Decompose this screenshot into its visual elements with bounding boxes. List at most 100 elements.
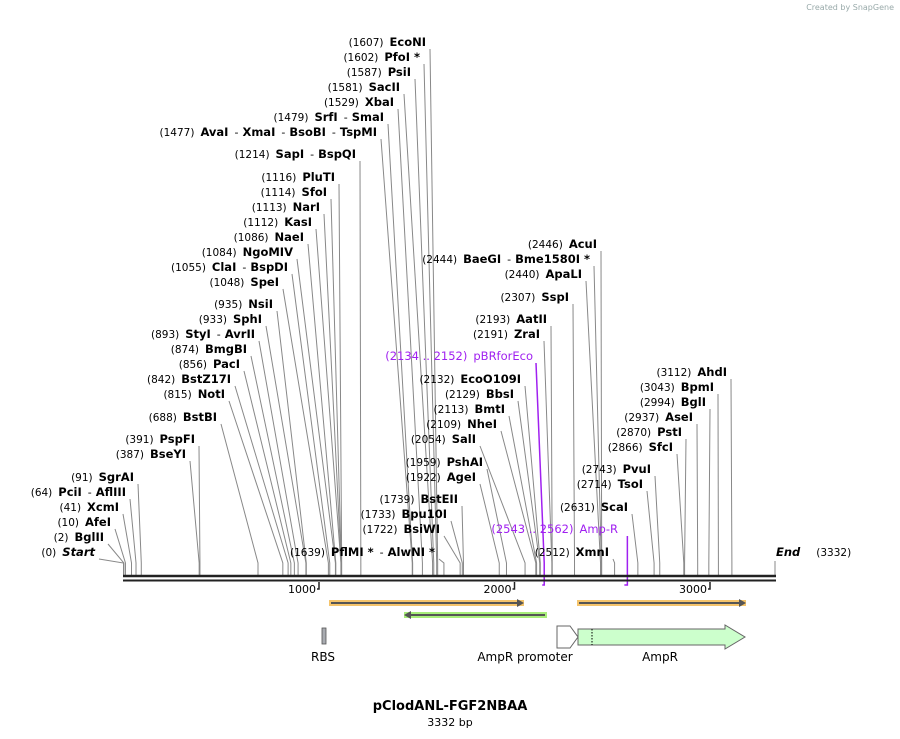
enzyme-name: NarI bbox=[292, 200, 320, 214]
enzyme-site-label[interactable]: (1477) AvaI - XmaI - BsoBI - TspMI bbox=[160, 124, 377, 140]
rbs-label[interactable]: RBS bbox=[311, 650, 335, 664]
enzyme-site-label[interactable]: (3112) AhdI bbox=[656, 364, 727, 380]
enzyme-site-line bbox=[250, 355, 295, 576]
enzyme-site-label[interactable]: (1479) SrfI - SmaI bbox=[274, 109, 384, 125]
enzyme-site-label[interactable]: (1607) EcoNI bbox=[349, 34, 426, 50]
primer-marker bbox=[535, 362, 545, 586]
enzyme-site-label[interactable]: (2132) EcoO109I bbox=[419, 371, 521, 387]
enzyme-name: PacI bbox=[213, 357, 240, 371]
enzyme-site-line bbox=[243, 370, 292, 576]
enzyme-site-label[interactable]: (2054) SalI bbox=[411, 431, 476, 447]
enzyme-site-label[interactable]: (856) PacI bbox=[179, 356, 240, 372]
site-position: (1733) bbox=[360, 509, 396, 521]
enzyme-site-label[interactable]: (2191) ZraI bbox=[473, 326, 540, 342]
name-separator: - bbox=[87, 486, 92, 499]
enzyme-site-line bbox=[600, 250, 603, 576]
site-position: (10) bbox=[57, 517, 80, 529]
enzyme-site-label[interactable]: (1529) XbaI bbox=[324, 94, 394, 110]
enzyme-site-label[interactable]: (933) SphI bbox=[199, 311, 262, 327]
enzyme-site-label[interactable]: (2937) AseI bbox=[624, 409, 693, 425]
enzyme-site-label[interactable]: (1214) SapI - BspQI bbox=[235, 146, 356, 162]
enzyme-site-label[interactable]: (2440) ApaLI bbox=[505, 266, 582, 282]
enzyme-site-label[interactable]: (1112) KasI bbox=[243, 214, 312, 230]
enzyme-name: EcoNI bbox=[389, 35, 426, 49]
enzyme-site-label[interactable]: (10) AfeI bbox=[57, 514, 111, 530]
enzyme-site-label[interactable]: (2743) PvuI bbox=[582, 461, 651, 477]
enzyme-site-label[interactable]: (2129) BbsI bbox=[445, 386, 514, 402]
enzyme-site-line bbox=[708, 408, 711, 576]
enzyme-site-label[interactable]: (2870) PstI bbox=[616, 424, 682, 440]
enzyme-site-label[interactable]: (3043) BpmI bbox=[640, 379, 714, 395]
enzyme-site-label[interactable]: (2) BglII bbox=[54, 529, 104, 545]
name-separator: - bbox=[216, 328, 221, 341]
enzyme-name: ZraI bbox=[513, 327, 540, 341]
enzyme-site-line bbox=[228, 400, 284, 576]
enzyme-name: KasI bbox=[284, 215, 312, 229]
enzyme-name: SfcI bbox=[648, 440, 673, 454]
primer-label[interactable]: (2134 .. 2152) pBRforEco bbox=[385, 349, 533, 363]
enzyme-site-label[interactable]: (391) PspFI bbox=[125, 431, 195, 447]
enzyme-site-label[interactable]: (387) BseYI bbox=[116, 446, 186, 462]
enzyme-site-label[interactable]: (1084) NgoMIV bbox=[202, 244, 293, 260]
enzyme-site-label[interactable]: (2631) ScaI bbox=[560, 499, 628, 515]
enzyme-site-label[interactable]: (91) SgrAI bbox=[71, 469, 134, 485]
site-position: (933) bbox=[198, 314, 228, 326]
enzyme-site-label[interactable]: (1722) BsiWI bbox=[363, 521, 440, 537]
enzyme-site-label[interactable]: (1055) ClaI - BspDI bbox=[171, 259, 288, 275]
enzyme-site-label[interactable]: (842) BstZ17I bbox=[147, 371, 231, 387]
enzyme-site-label[interactable]: (688) BstBI bbox=[149, 409, 217, 425]
enzyme-name: AatII bbox=[516, 312, 547, 326]
enzyme-site-label[interactable]: (1581) SacII bbox=[328, 79, 400, 95]
enzyme-site-label[interactable]: (1639) PflMI * - AlwNI * bbox=[290, 544, 435, 560]
enzyme-site-line bbox=[550, 325, 553, 576]
enzyme-name: ScaI bbox=[600, 500, 628, 514]
enzyme-site-label[interactable]: (64) PciI - AflIII bbox=[31, 484, 126, 500]
enzyme-name: XmaI bbox=[242, 125, 276, 139]
enzyme-site-label[interactable]: (1048) SpeI bbox=[209, 274, 279, 290]
enzyme-site-label[interactable]: (41) XcmI bbox=[59, 499, 119, 515]
enzyme-site-line bbox=[258, 340, 299, 576]
enzyme-site-label[interactable]: (1739) BstEII bbox=[380, 491, 458, 507]
enzyme-name: BsiWI bbox=[403, 522, 440, 536]
enzyme-site-line bbox=[220, 423, 259, 576]
enzyme-site-label[interactable]: (1113) NarI bbox=[252, 199, 320, 215]
enzyme-site-label[interactable]: (1587) PsiI bbox=[347, 64, 411, 80]
primer-label[interactable]: (2543 .. 2562) Amp-R bbox=[491, 522, 618, 536]
ampr-gene-arrow bbox=[577, 624, 746, 650]
enzyme-site-label[interactable]: (1602) PfoI * bbox=[343, 49, 420, 65]
ampr-label[interactable]: AmpR bbox=[642, 650, 678, 664]
enzyme-site-label[interactable]: (893) StyI - AvrII bbox=[151, 326, 255, 342]
ampr-promoter-label[interactable]: AmpR promoter bbox=[477, 650, 573, 664]
enzyme-site-label[interactable]: (2109) NheI bbox=[426, 416, 497, 432]
enzyme-site-label[interactable]: (935) NsiI bbox=[214, 296, 273, 312]
enzyme-site-label[interactable]: (874) BmgBI bbox=[171, 341, 247, 357]
enzyme-name: BglI bbox=[680, 395, 706, 409]
enzyme-name: ClaI bbox=[211, 260, 237, 274]
enzyme-site-line bbox=[612, 558, 616, 576]
enzyme-site-label[interactable]: (2307) SspI bbox=[500, 289, 569, 305]
enzyme-name: BglII bbox=[74, 530, 105, 544]
enzyme-site-label[interactable]: (1116) PluTI bbox=[261, 169, 335, 185]
site-position: (2191) bbox=[473, 329, 508, 341]
ruler-tick-label: 2000 bbox=[483, 583, 512, 596]
enzyme-site-label[interactable]: (2444) BaeGI - Bme1580I * bbox=[422, 251, 590, 267]
enzyme-site-label[interactable]: (2866) SfcI bbox=[608, 439, 673, 455]
enzyme-site-label[interactable]: (815) NotI bbox=[163, 386, 225, 402]
enzyme-site-label[interactable]: (2714) TsoI bbox=[577, 476, 643, 492]
enzyme-site-label[interactable]: (1959) PshAI bbox=[406, 454, 483, 470]
name-separator: - bbox=[379, 546, 384, 559]
enzyme-site-label[interactable]: (1922) AgeI bbox=[406, 469, 476, 485]
enzyme-site-line bbox=[198, 445, 201, 576]
enzyme-site-label[interactable]: (2512) XmnI bbox=[535, 544, 609, 560]
enzyme-site-label[interactable]: (1114) SfoI bbox=[261, 184, 327, 200]
orf-arrow-forward-head bbox=[739, 599, 746, 607]
enzyme-site-label[interactable]: (2193) AatII bbox=[475, 311, 547, 327]
end-label: End (3332) bbox=[776, 544, 857, 560]
enzyme-site-label[interactable]: (1733) Bpu10I bbox=[361, 506, 447, 522]
site-position: (2512) bbox=[534, 547, 570, 559]
enzyme-site-label[interactable]: (2994) BglI bbox=[640, 394, 706, 410]
enzyme-site-label[interactable]: (2446) AcuI bbox=[528, 236, 597, 252]
enzyme-site-label[interactable]: (1086) NaeI bbox=[234, 229, 304, 245]
enzyme-site-label[interactable]: (2113) BmtI bbox=[434, 401, 505, 417]
site-position: (2714) bbox=[576, 479, 612, 491]
